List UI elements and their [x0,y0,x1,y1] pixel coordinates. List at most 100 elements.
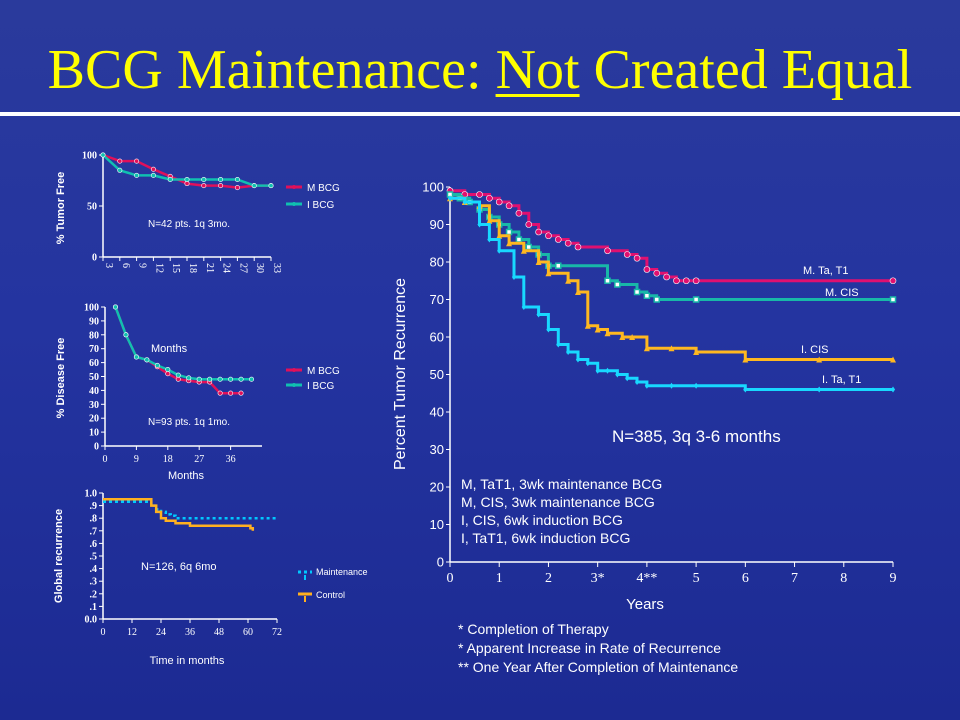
chart-annotation: N=93 pts. 1q 1mo. [148,417,230,428]
y-tick-label: 70 [430,292,444,307]
legend-marker [292,368,296,372]
data-point [816,356,823,363]
y-axis-title: Global recurrence [53,509,65,603]
x-tick-label: 18 [163,454,173,465]
y-tick-label: 70 [89,344,99,355]
chart-annotation: N=126, 6q 6mo [141,561,217,573]
data-point [238,376,244,382]
data-point [150,166,156,172]
chart-annotation: N=385, 3q 3-6 months [612,427,781,446]
data-point [889,296,897,303]
y-tick-label: 50 [89,372,99,383]
data-point [462,199,467,205]
y-tick-label: .3 [90,577,98,588]
data-point [633,254,641,262]
x-axis-title: Years [626,596,664,613]
data-point [565,277,572,284]
x-tick-label: 12 [153,263,164,273]
x-axis-title: Months [168,470,205,482]
y-tick-label: 60 [430,330,444,345]
series-label: M. CIS [825,287,859,299]
x-tick-label: 60 [243,627,253,638]
y-tick-label: .9 [90,501,98,512]
y-tick-label: 0 [92,253,97,264]
data-point [511,274,517,280]
y-axis-title: % Tumor Free [55,172,67,245]
x-tick-label: 3 [103,263,114,268]
y-tick-label: .1 [90,602,98,613]
x-tick-label: 12 [127,627,137,638]
title-divider [0,112,960,116]
data-point [486,217,493,224]
data-point [604,277,611,284]
chart-annotation: N=42 pts. 1q 3mo. [148,219,230,230]
x-axis-title: Time in months [150,655,225,667]
data-point [505,228,513,236]
data-point [144,357,150,363]
y-tick-label: 10 [89,428,99,439]
legend-description: I, TaT1, 6wk induction BCG [461,530,630,546]
x-tick-label: 33 [271,263,282,273]
data-point [496,232,503,239]
data-point [643,345,650,352]
y-tick-label: .6 [90,539,98,550]
data-point [555,262,562,269]
data-point [447,195,453,202]
legend-label: I BCG [307,200,334,211]
data-point [228,390,234,396]
data-point [574,243,582,251]
data-point [692,296,700,303]
data-point [545,232,552,240]
legend-description: M, TaT1, 3wk maintenance BCG [461,476,662,492]
x-tick-label: 30 [254,263,265,273]
data-point [629,334,636,340]
data-point [575,356,581,363]
inner-axis-label: Months [151,343,188,355]
y-tick-label: 100 [82,151,97,162]
disease-free-chart: 0 10 20 30 40 50 60 70 80 90 100 0 9 18 27 36 % Disease … [55,303,340,483]
y-tick-label: 50 [430,367,444,382]
data-point [584,322,591,329]
y-tick-label: 90 [430,217,444,232]
data-point [100,152,106,158]
footnote-2: * Apparent Increase in Rate of Recurrenc… [458,640,722,656]
data-point [554,236,562,243]
x-tick-label: 24 [156,627,166,638]
data-point [134,172,140,178]
data-point [625,375,630,382]
data-point [521,304,526,310]
title-post: Created Equal [579,39,913,101]
data-point [217,390,223,396]
series-label: I. CIS [801,344,829,356]
data-point [117,167,123,173]
y-tick-label: 50 [87,202,97,213]
data-point [207,376,213,382]
x-tick-label: 24 [221,263,232,273]
y-tick-label: 20 [89,414,99,425]
legend-description: M, CIS, 3wk maintenance BCG [461,494,655,510]
data-point [604,247,611,255]
data-point [234,176,240,182]
data-point [117,158,123,164]
footnote-1: * Completion of Therapy [458,621,609,637]
x-tick-label: 21 [204,263,215,273]
data-point [615,371,620,378]
x-tick-label: 9 [137,263,148,268]
y-tick-label: .4 [90,564,98,575]
series-label: I. Ta, T1 [822,374,861,386]
legend-label: Maintenance [316,567,368,577]
data-point [742,356,749,363]
x-tick-label: 72 [272,627,282,638]
data-point [595,367,600,374]
data-point [585,360,590,367]
x-tick-label: 9 [890,571,897,586]
data-point [673,277,680,285]
x-tick-label: 18 [187,263,198,273]
x-tick-label: 1 [496,571,503,586]
data-point [238,390,244,396]
x-tick-label: 8 [840,571,847,586]
x-tick-label: 6 [742,571,749,586]
legend-label: M BCG [307,183,340,194]
y-tick-label: 20 [430,480,444,495]
